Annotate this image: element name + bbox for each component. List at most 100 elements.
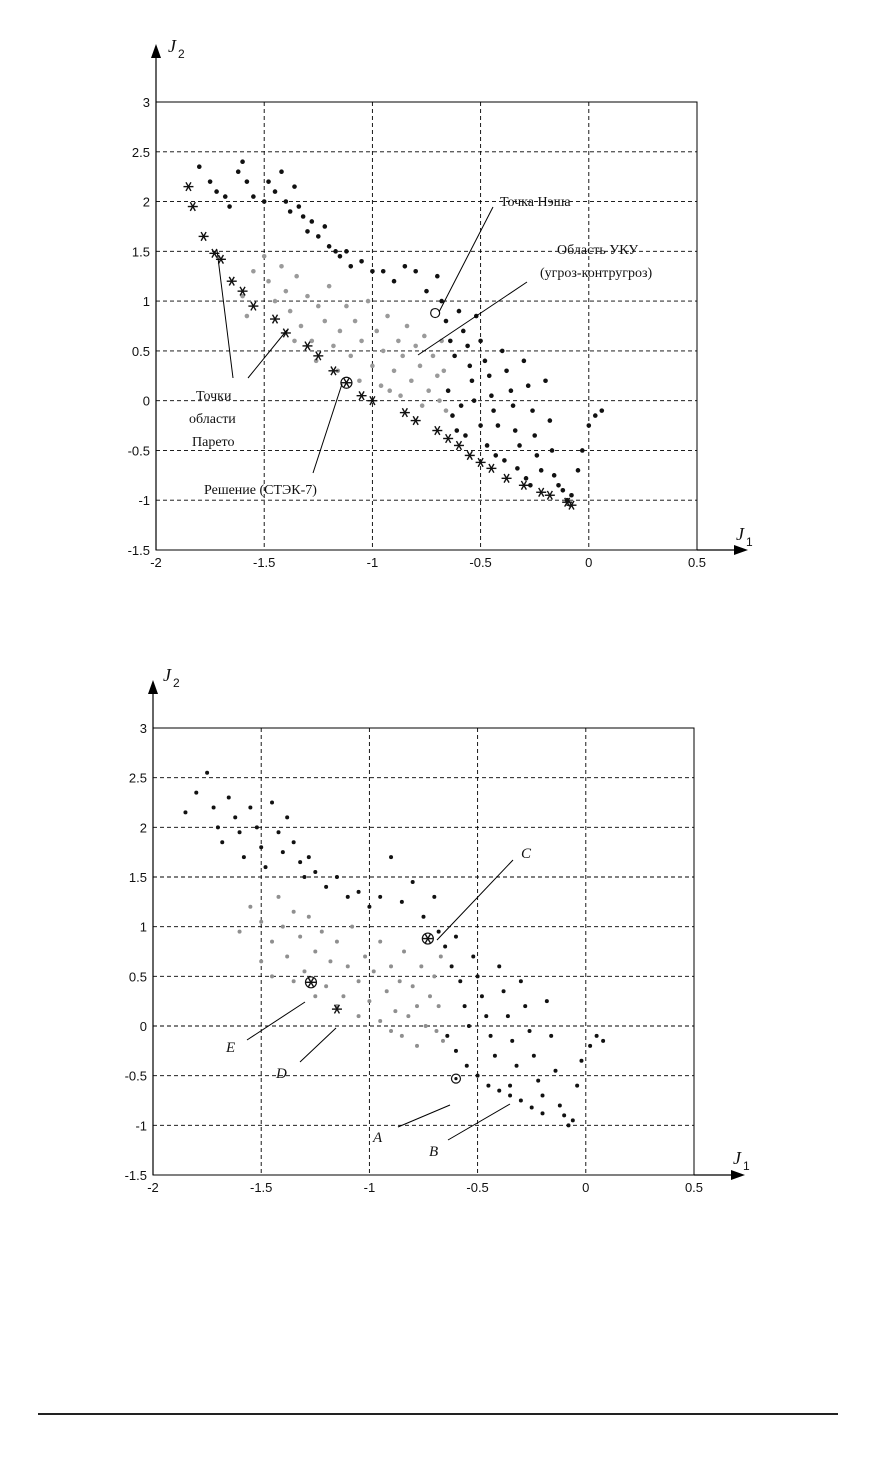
chart2-series0-point: [575, 1083, 580, 1088]
chart2-series1-point: [399, 1033, 404, 1038]
chart2-series0-point: [501, 989, 506, 994]
chart2-series0-point: [226, 795, 231, 800]
chart1-series2-point: [432, 425, 443, 436]
chart2-ticks: -2 -1.5 -1 -0.5 0 0.532.521.510.50-0.5-1-1.5: [125, 721, 703, 1195]
chart2-series0-point: [205, 770, 210, 775]
chart1-series1-point: [313, 358, 319, 364]
chart2-y-tick-label: 1: [140, 920, 147, 935]
chart1-series2-point: [237, 286, 248, 296]
chart2-points: [183, 770, 606, 1128]
chart1-grid: [156, 102, 697, 550]
chart2-series1-point: [434, 1028, 439, 1033]
chart2-label-a: A: [372, 1130, 383, 1146]
chart1-x-axis-arrowhead: [734, 545, 748, 555]
chart2-special-point-b: [508, 1083, 513, 1088]
chart1-leader-uku: [417, 281, 528, 356]
chart1-series2-point: [453, 440, 464, 451]
chart2-series1-point: [432, 974, 437, 979]
chart1-y-axis-label: J: [168, 36, 177, 56]
chart2-series0-point: [466, 1024, 471, 1028]
chart2-y-axis-subscript: 2: [173, 676, 180, 690]
chart1-y-axis-subscript: 2: [178, 47, 185, 61]
chart2-series0-point: [399, 899, 404, 904]
chart2-plot-frame: [152, 727, 695, 1176]
chart2-series0-point: [263, 865, 268, 870]
chart2-series0-point: [523, 1004, 528, 1009]
chart2-y-tick-label: 2.5: [129, 771, 147, 786]
chart1-series0-point: [305, 229, 310, 234]
chart1-series0-point: [592, 413, 598, 418]
chart2-y-axis-label: J: [163, 665, 172, 685]
chart2-series0-point: [291, 840, 296, 845]
chart1-series1-point: [419, 403, 425, 408]
chart2-leader-b: [447, 1103, 511, 1141]
chart2-series1-point: [402, 949, 407, 954]
chart1-series0-point: [214, 189, 219, 194]
chart1-series0-point: [292, 184, 297, 189]
chart2-series1-point: [389, 1028, 394, 1033]
chart1-y-tick-label: 0: [143, 394, 150, 409]
chart1-series0-point: [534, 453, 540, 458]
chart1-series2-point: [410, 415, 421, 426]
chart1-series1-point: [400, 353, 405, 359]
chart1-series0-point: [450, 413, 455, 418]
chart1-series1-point: [385, 313, 390, 319]
chart2-leader-d: [299, 1027, 337, 1063]
chart1-points: [183, 159, 605, 510]
chart2-series1-point: [436, 1004, 441, 1009]
chart1-series1-point: [337, 328, 343, 334]
chart1-series1-point: [352, 318, 358, 324]
chart2-series0-point: [215, 825, 220, 830]
chart1-series2-point: [544, 490, 555, 500]
chart2-series0-point: [570, 1118, 575, 1123]
chart2-label-e: E: [225, 1040, 235, 1056]
chart1-series0-point: [300, 214, 306, 219]
chart2-series0-point: [536, 1078, 541, 1083]
chart1-series0-point: [402, 263, 408, 269]
chart1-series1-point: [279, 263, 284, 269]
chart1-series1-point: [370, 363, 375, 369]
chart2-x-tick-label: 0.5: [685, 1180, 703, 1195]
chart2-series0-point: [280, 850, 285, 855]
chart2-x-tick-label: -2: [147, 1180, 159, 1195]
chart2-series0-point: [544, 999, 549, 1004]
chart2-series0-point: [531, 1053, 536, 1058]
chart1-y-tick-label: 2: [143, 195, 150, 210]
chart1-x-axis-label: J: [736, 524, 745, 544]
chart2-series0-point: [557, 1103, 562, 1108]
chart1-series0-point: [586, 423, 592, 428]
chart2-series0-point: [510, 1038, 515, 1043]
chart1-series2-point: [486, 463, 497, 474]
chart1-series0-point: [413, 268, 418, 274]
chart1-series0-point: [525, 383, 531, 389]
chart1-series1-point: [348, 353, 354, 359]
chart1-series1-point: [244, 313, 250, 319]
chart1-series1-point: [344, 303, 349, 309]
chart2-series0-point: [259, 845, 264, 850]
chart2-special-point-e: [304, 976, 318, 989]
chart1-series0-point: [499, 348, 505, 354]
chart1-series0-point: [556, 482, 561, 488]
chart2-series0-point: [334, 875, 339, 879]
chart1-series1-point: [422, 333, 427, 339]
chart2-series0-point: [484, 1014, 489, 1019]
chart1-series1-point: [294, 273, 299, 279]
chart1-series0-point: [504, 368, 509, 374]
chart1-series0-point: [207, 179, 213, 184]
chart2-x-axis-label: J: [733, 1148, 742, 1168]
chart2-series0-point: [486, 1083, 491, 1088]
chart2-series0-point: [475, 1073, 480, 1078]
chart1-series0-point: [235, 169, 241, 174]
chart1-y-tick-label: 1: [143, 294, 150, 309]
chart1-series0-point: [309, 219, 315, 224]
chart2-series1-point: [389, 964, 394, 969]
chart1-series0-point: [452, 353, 457, 359]
chart1-series0-point: [272, 189, 278, 194]
chart1-series1-point: [283, 288, 289, 294]
chart1-series0-point: [495, 423, 501, 428]
chart1-series0-point: [580, 448, 585, 453]
chart2-series0-point: [449, 964, 454, 969]
chart2-series1-point: [259, 959, 264, 964]
chart2-series0-point: [345, 894, 350, 899]
chart2-series1-point: [423, 1024, 428, 1028]
